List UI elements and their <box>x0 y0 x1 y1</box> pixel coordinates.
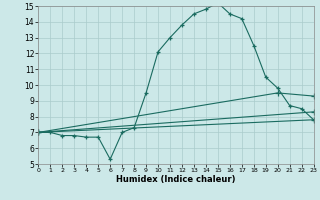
X-axis label: Humidex (Indice chaleur): Humidex (Indice chaleur) <box>116 175 236 184</box>
